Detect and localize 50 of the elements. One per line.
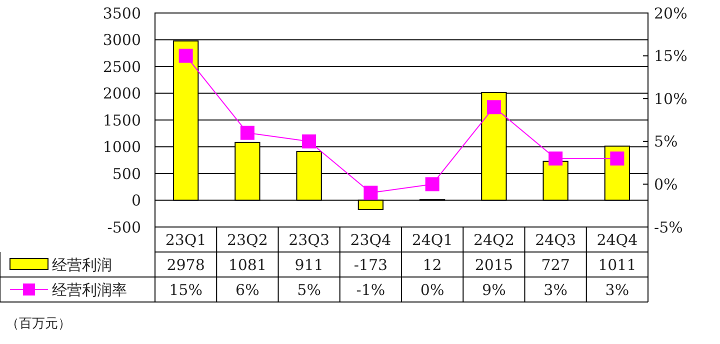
data-label: 5% (297, 280, 321, 299)
y-tick-label: 3000 (102, 31, 141, 49)
x-tick-label: 24Q3 (535, 230, 576, 249)
x-tick-label: 24Q4 (596, 230, 638, 249)
y-tick-label: 1500 (102, 111, 141, 130)
data-label: 3% (605, 280, 630, 299)
data-label: 6% (236, 280, 260, 299)
x-tick-label: 23Q4 (350, 230, 392, 249)
point (486, 100, 501, 114)
y-tick-label: 2000 (102, 84, 141, 102)
point (302, 134, 316, 148)
data-label: 1011 (598, 256, 636, 274)
legend-label: 经营利润率 (52, 280, 127, 299)
x-tick-label: 23Q3 (288, 230, 330, 249)
y2-tick-label: -5% (654, 218, 683, 236)
x-tick-label: 24Q1 (412, 230, 453, 249)
y-tick-label: 1000 (102, 138, 141, 156)
point (610, 152, 624, 166)
data-label: 3% (544, 280, 568, 299)
point (240, 126, 254, 140)
point (364, 186, 378, 200)
y-tick-label: -500 (107, 218, 141, 236)
data-label: 727 (541, 256, 570, 274)
data-label: 0% (420, 280, 444, 299)
data-label: -1% (356, 280, 386, 299)
data-label: 9% (482, 280, 506, 299)
x-tick-label: 23Q2 (226, 230, 268, 249)
data-label: 1081 (228, 256, 267, 274)
y2-tick-label: 15% (654, 47, 688, 66)
legend-label: 经营利润 (52, 256, 112, 274)
text: （百万元） (6, 316, 71, 332)
y-tick-label: 0 (131, 192, 141, 210)
data-label: 2015 (474, 256, 514, 274)
data-label: 2978 (166, 256, 205, 274)
y2-tick-label: 5% (654, 132, 678, 151)
y2-tick-label: 20% (654, 4, 688, 22)
data-label: 15% (169, 280, 202, 299)
x-tick-label: 23Q1 (165, 230, 206, 249)
point (548, 152, 563, 166)
data-label: 12 (422, 256, 442, 274)
y2-tick-label: 10% (654, 90, 688, 108)
x-tick-label: 24Q2 (473, 230, 514, 249)
y2-tick-label: 0% (654, 175, 678, 194)
data-label: -173 (354, 256, 388, 274)
point (178, 48, 193, 63)
point (425, 177, 440, 192)
y-tick-label: 2500 (102, 58, 141, 76)
data-label: 911 (294, 256, 324, 274)
y-tick-label: 3500 (102, 4, 141, 22)
y-tick-label: 500 (112, 164, 141, 183)
